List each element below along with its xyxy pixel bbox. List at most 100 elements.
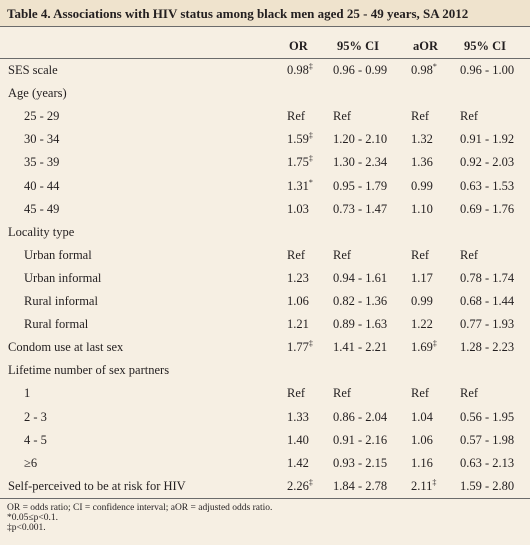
cell: 0.92 - 2.03 [460,155,515,170]
cell: 1.84 - 2.78 [333,478,388,493]
cell: 0.95 - 1.79 [333,178,388,193]
cell: 0.93 - 2.15 [333,455,388,470]
cell: 0.98‡ [287,62,313,78]
cell: 1.04 [411,409,433,424]
subrow-label: 45 - 49 [24,201,60,216]
cell: Ref [333,109,352,124]
cell: 1.22 [411,317,433,332]
cell: 1.31* [287,178,313,194]
subrow-label: 1 [24,386,31,401]
cell: 1.75‡ [287,154,313,170]
cell: 1.33 [287,409,309,424]
cell-marker: * [308,177,313,187]
column-header: aOR [413,39,438,53]
cell-value: 0.98 [411,63,433,77]
cell: 0.96 - 0.99 [333,63,388,77]
cell-value: 2.26 [287,478,309,493]
cell: 1.06 [411,432,433,447]
cell-marker: ‡ [432,339,437,349]
cell: 0.56 - 1.95 [460,409,515,424]
cell-value: 1.59 [287,132,309,147]
cell: Ref [333,247,352,262]
cell: Ref [411,386,430,401]
cell: 1.40 [287,432,309,447]
cell: 1.77‡ [287,339,313,355]
cell: 1.17 [411,270,433,285]
cell: 0.57 - 1.98 [460,432,515,447]
cell-marker: ‡ [308,131,313,141]
cell: 1.03 [287,201,309,216]
cell: Ref [333,386,352,401]
title-bar: Table 4. Associations with HIV status am… [0,0,530,27]
row-label: Self-perceived to be at risk for HIV [8,478,186,493]
cell: 0.63 - 2.13 [460,455,515,470]
cell-value: 1.69 [411,340,433,355]
subrow-label: 25 - 29 [24,109,60,124]
cell: 0.68 - 1.44 [460,294,515,308]
cell: Ref [460,386,479,401]
cell: 0.86 - 2.04 [333,409,388,424]
cell: 1.59‡ [287,131,313,147]
cell: 0.98* [411,62,437,78]
cell: 0.69 - 1.76 [460,201,515,216]
footnote: *0.05≤p<0.1. [7,513,58,523]
cell-marker: ‡ [308,61,313,71]
cell: 2.26‡ [287,478,313,494]
cell: Ref [287,109,306,124]
cell: 1.06 [287,294,309,308]
cell: 0.99 [411,178,433,193]
row-label: Condom use at last sex [8,340,124,355]
cell: 0.77 - 1.93 [460,317,515,332]
cell: 1.42 [287,455,309,470]
cell: 1.32 [411,132,433,147]
cell: 0.89 - 1.63 [333,317,388,332]
footnote: ‡p<0.001. [7,523,46,533]
column-header: OR [289,39,308,53]
cell: 1.69‡ [411,339,437,355]
cell: 1.23 [287,270,309,285]
cell-marker: * [432,61,437,71]
cell-marker: ‡ [308,477,313,487]
cell: 1.59 - 2.80 [460,478,515,493]
bottom-rule [0,498,530,499]
subrow-label: Urban informal [24,270,102,285]
subrow-label: Rural formal [24,317,89,332]
subrow-label: 4 - 5 [24,432,47,447]
row-label: Lifetime number of sex partners [8,363,170,378]
cell-marker: ‡ [308,154,313,164]
row-label: Locality type [8,224,75,239]
subrow-label: 40 - 44 [24,178,60,193]
subrow-label: 35 - 39 [24,155,60,170]
footnote: OR = odds ratio; CI = confidence interva… [7,503,273,513]
cell: 0.63 - 1.53 [460,178,515,193]
cell: 0.82 - 1.36 [333,294,388,308]
subrow-label: Urban formal [24,247,92,262]
cell: 0.78 - 1.74 [460,270,515,285]
cell: 0.91 - 2.16 [333,432,388,447]
cell: 1.16 [411,455,433,470]
cell: 0.96 - 1.00 [460,63,515,77]
cell: 0.94 - 1.61 [333,270,388,285]
cell: 0.73 - 1.47 [333,201,388,216]
column-header: 95% CI [464,39,507,53]
cell: Ref [460,109,479,124]
cell-value: 1.77 [287,340,309,355]
subrow-label: ≥6 [24,455,38,470]
cell: 0.91 - 1.92 [460,132,515,147]
cell: 1.41 - 2.21 [333,340,388,355]
cell-value: 0.98 [287,63,309,77]
cell: 1.30 - 2.34 [333,155,388,170]
cell: Ref [411,247,430,262]
cell: Ref [411,109,430,124]
cell-value: 1.31 [287,178,309,193]
cell: 1.28 - 2.23 [460,340,515,355]
cell: 1.10 [411,201,433,216]
header-rule [0,58,530,59]
cell-marker: ‡ [308,339,313,349]
cell-marker: ‡ [432,477,437,487]
cell: 2.11‡ [411,478,436,494]
subrow-label: Rural informal [24,294,98,308]
cell-value: 1.75 [287,155,309,170]
row-label: Age (years) [8,86,67,101]
